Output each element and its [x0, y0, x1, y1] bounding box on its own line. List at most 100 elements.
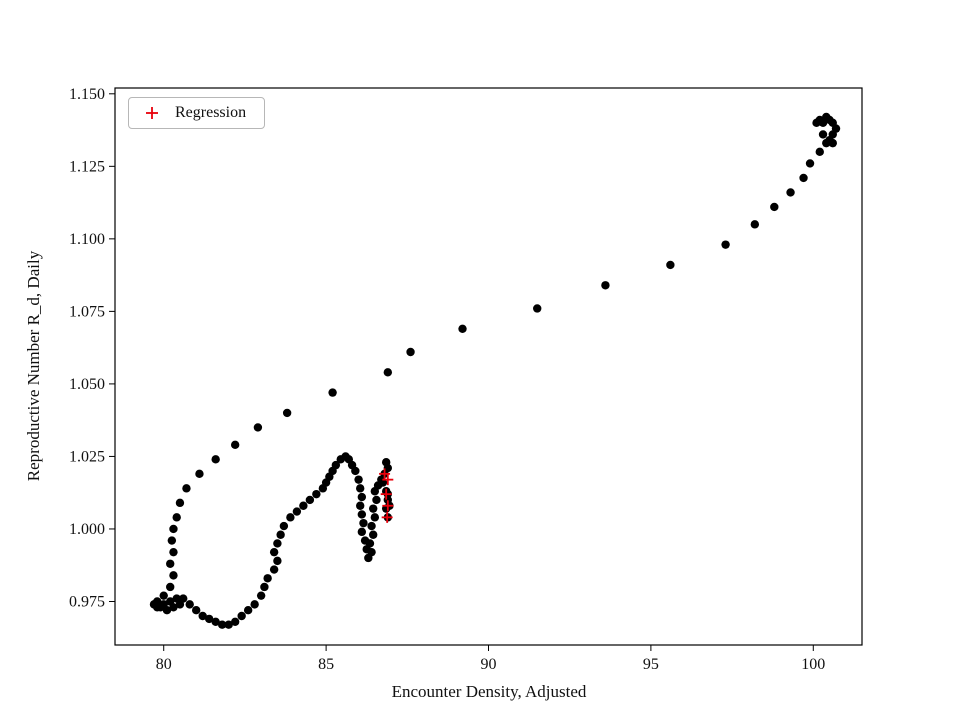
data-point — [367, 521, 376, 531]
data-point — [153, 603, 162, 612]
data-point — [299, 501, 308, 510]
data-point — [159, 591, 168, 600]
data-point — [815, 147, 824, 157]
data-point — [351, 466, 360, 476]
y-tick-label: 1.025 — [69, 448, 105, 465]
x-axis-label: Encounter Density, Adjusted — [391, 682, 587, 701]
y-tick-label: 1.100 — [69, 231, 105, 248]
regression-point — [381, 511, 393, 523]
data-point — [406, 347, 415, 357]
data-point — [328, 388, 337, 397]
data-point — [172, 594, 181, 603]
data-point — [167, 536, 177, 545]
data-point — [381, 458, 391, 467]
data-point — [750, 220, 760, 229]
data-point — [354, 475, 363, 484]
data-point — [356, 484, 365, 493]
data-point — [292, 507, 302, 516]
data-point — [182, 484, 191, 493]
data-point — [822, 138, 831, 148]
data-point — [253, 423, 263, 432]
y-tick-label: 0.975 — [69, 593, 105, 610]
legend-label: Regression — [175, 104, 247, 121]
data-point — [818, 118, 828, 128]
data-point — [230, 440, 240, 450]
data-point — [666, 260, 675, 270]
plot-border — [114, 87, 863, 646]
data-point — [269, 565, 279, 574]
data-point — [169, 571, 178, 580]
data-point — [367, 547, 376, 557]
data-point — [211, 617, 220, 626]
y-tick-label: 1.125 — [69, 158, 105, 175]
data-point — [269, 547, 279, 557]
data-point — [279, 521, 289, 531]
data-point — [721, 240, 730, 249]
data-point — [356, 501, 365, 510]
data-point — [204, 614, 214, 624]
data-point — [359, 518, 368, 528]
data-point — [169, 524, 178, 534]
data-point — [812, 118, 821, 128]
data-point — [191, 605, 201, 615]
data-point — [786, 188, 795, 197]
data-point — [256, 591, 266, 600]
data-point — [237, 611, 246, 621]
data-point — [357, 510, 367, 519]
regression-point — [382, 500, 394, 512]
data-point — [286, 513, 295, 522]
data-point — [166, 582, 175, 592]
data-point — [243, 605, 253, 615]
data-point — [224, 620, 233, 629]
data-point — [250, 600, 259, 609]
x-tick-label: 90 — [481, 656, 497, 673]
data-point — [263, 574, 272, 583]
data-point — [185, 600, 194, 609]
data-point — [357, 527, 367, 537]
data-point — [166, 559, 175, 568]
regression-point — [380, 488, 392, 500]
regression-plus-icon — [143, 104, 161, 122]
data-point — [211, 455, 220, 464]
data-point — [799, 173, 808, 183]
data-point — [383, 368, 393, 377]
data-point — [372, 495, 381, 505]
data-point — [166, 597, 175, 606]
regression-point — [379, 468, 391, 480]
data-point — [805, 159, 815, 168]
y-axis-label: Reproductive Number R_d, Daily — [24, 250, 43, 482]
data-point — [458, 324, 467, 333]
data-point — [770, 202, 779, 212]
data-point — [818, 130, 828, 139]
data-point — [198, 611, 207, 621]
regression-point — [382, 474, 394, 486]
data-point — [159, 600, 168, 609]
data-point — [370, 513, 380, 522]
data-point — [260, 582, 269, 592]
x-tick-label: 85 — [318, 656, 334, 673]
data-point — [312, 489, 321, 499]
data-point — [217, 620, 227, 629]
data-point — [305, 495, 315, 505]
data-point — [365, 539, 375, 548]
y-tick-label: 1.000 — [69, 521, 105, 538]
y-tick-label: 1.150 — [69, 86, 105, 103]
data-point — [282, 408, 292, 418]
x-tick-label: 80 — [156, 656, 172, 673]
data-point — [369, 504, 378, 513]
data-point — [175, 498, 185, 508]
data-point — [273, 556, 282, 566]
data-point — [169, 547, 178, 557]
data-point — [273, 539, 282, 548]
data-point — [179, 594, 188, 603]
data-point — [276, 530, 285, 539]
legend: Regression — [128, 97, 266, 129]
data-point — [331, 460, 341, 470]
y-tick-label: 1.050 — [69, 376, 105, 393]
data-point — [369, 530, 378, 539]
data-point — [195, 469, 204, 479]
y-tick-label: 1.075 — [69, 303, 105, 320]
data-point — [533, 304, 542, 313]
